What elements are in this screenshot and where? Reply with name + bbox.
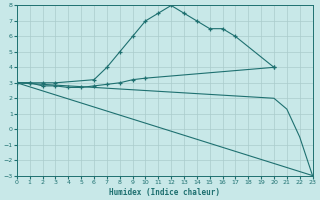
X-axis label: Humidex (Indice chaleur): Humidex (Indice chaleur) xyxy=(109,188,220,197)
